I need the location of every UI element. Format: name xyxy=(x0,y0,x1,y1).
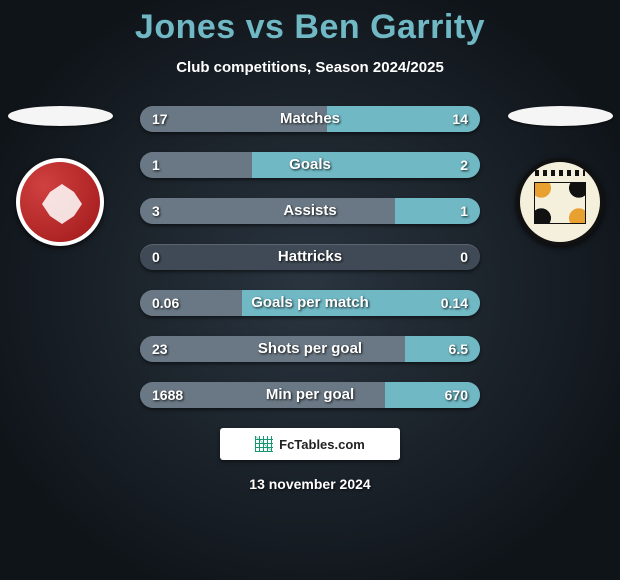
chart-icon xyxy=(255,436,273,452)
country-flag-left xyxy=(8,106,113,126)
stat-row: 0.060.14Goals per match xyxy=(140,290,480,316)
stat-row: 12Goals xyxy=(140,152,480,178)
date-text: 13 november 2024 xyxy=(0,476,620,492)
right-column xyxy=(500,106,620,246)
country-flag-right xyxy=(508,106,613,126)
crest-wrap-right xyxy=(516,158,604,246)
crest-wrap-left xyxy=(16,158,104,246)
comparison-title: Jones vs Ben Garrity xyxy=(0,0,620,47)
stat-row: 31Assists xyxy=(140,198,480,224)
stat-bars: 1714Matches 12Goals 31Assists 00Hattricks 0.… xyxy=(140,106,480,408)
stat-label: Hattricks xyxy=(140,244,480,270)
stat-label: Goals xyxy=(140,152,480,178)
stat-row: 236.5Shots per goal xyxy=(140,336,480,362)
watermark-text: FcTables.com xyxy=(279,437,365,452)
stat-row: 1688670Min per goal xyxy=(140,382,480,408)
team-crest-right xyxy=(516,158,604,246)
stat-label: Shots per goal xyxy=(140,336,480,362)
stat-label: Assists xyxy=(140,198,480,224)
stats-area: 1714Matches 12Goals 31Assists 00Hattricks 0.… xyxy=(0,106,620,492)
team-crest-left xyxy=(16,158,104,246)
stat-label: Min per goal xyxy=(140,382,480,408)
stat-label: Matches xyxy=(140,106,480,132)
stat-label: Goals per match xyxy=(140,290,480,316)
subtitle-prefix: Club competitions, xyxy=(176,59,315,76)
watermark[interactable]: FcTables.com xyxy=(220,428,400,460)
subtitle: Club competitions, Season 2024/2025 xyxy=(0,47,620,76)
subtitle-season: Season 2024/2025 xyxy=(315,59,443,76)
left-column xyxy=(0,106,120,246)
stat-row: 00Hattricks xyxy=(140,244,480,270)
stat-row: 1714Matches xyxy=(140,106,480,132)
